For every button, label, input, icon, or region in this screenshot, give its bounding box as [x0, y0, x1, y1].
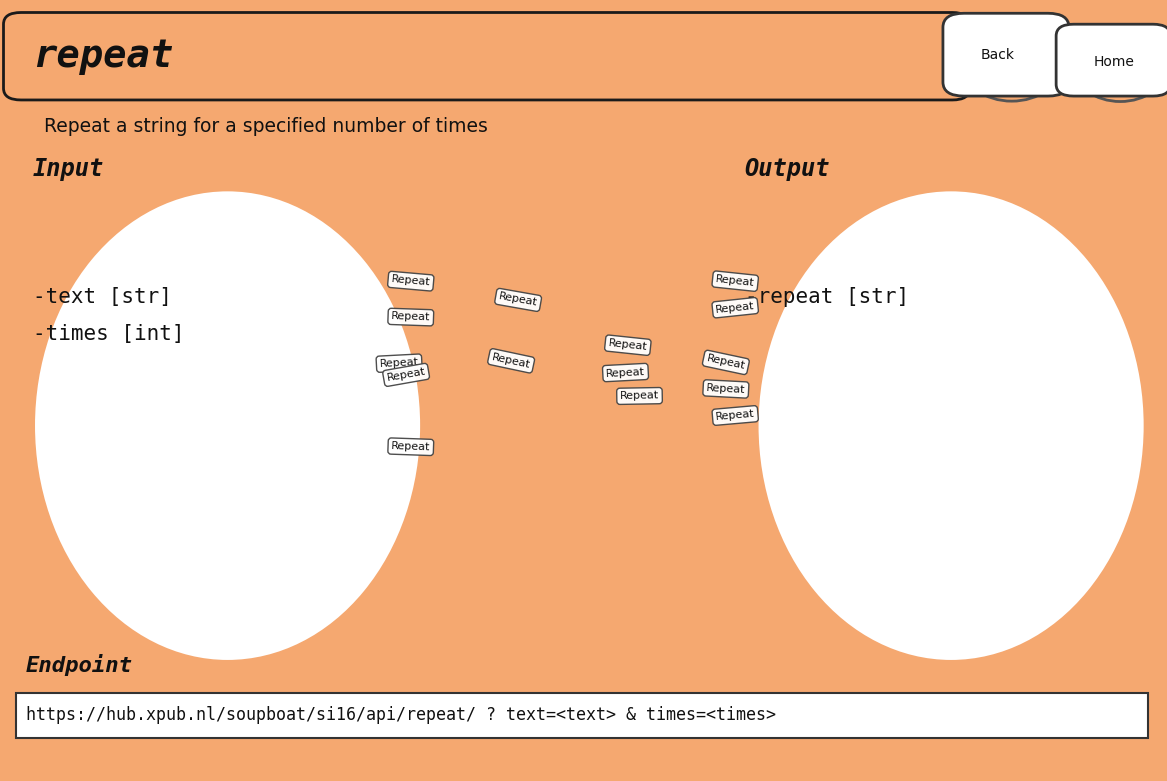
Text: Repeat: Repeat	[386, 366, 426, 383]
FancyBboxPatch shape	[4, 12, 970, 100]
Text: Repeat: Repeat	[706, 383, 746, 395]
Text: Repeat: Repeat	[391, 274, 431, 288]
Text: repeat: repeat	[33, 37, 173, 75]
Text: Repeat: Repeat	[391, 441, 431, 452]
Text: Output: Output	[745, 158, 830, 181]
Text: Repeat: Repeat	[608, 338, 648, 352]
Text: Repeat a string for a specified number of times: Repeat a string for a specified number o…	[44, 117, 488, 136]
Text: Repeat: Repeat	[391, 312, 431, 323]
FancyBboxPatch shape	[943, 13, 1069, 96]
Text: Input: Input	[33, 158, 104, 181]
Text: Repeat: Repeat	[491, 352, 531, 369]
Text: Repeat: Repeat	[715, 301, 755, 315]
Ellipse shape	[35, 191, 420, 660]
Text: Repeat: Repeat	[620, 390, 659, 401]
Bar	[16, 693, 1148, 738]
FancyBboxPatch shape	[1056, 24, 1167, 96]
Text: Repeat: Repeat	[498, 291, 538, 308]
Text: Repeat: Repeat	[715, 408, 755, 423]
Text: Repeat: Repeat	[606, 366, 645, 379]
Text: -text [str]: -text [str]	[33, 287, 172, 307]
Text: Home: Home	[1093, 55, 1135, 70]
Text: Repeat: Repeat	[715, 274, 755, 288]
Text: -times [int]: -times [int]	[33, 324, 184, 344]
Text: Repeat: Repeat	[379, 357, 419, 369]
Ellipse shape	[759, 191, 1144, 660]
Text: Endpoint: Endpoint	[26, 654, 133, 676]
Text: https://hub.xpub.nl/soupboat/si16/api/repeat/ ? text=<text> & times=<times>: https://hub.xpub.nl/soupboat/si16/api/re…	[26, 706, 776, 725]
Text: Repeat: Repeat	[706, 354, 746, 371]
Text: -repeat [str]: -repeat [str]	[745, 287, 909, 307]
Text: Back: Back	[980, 48, 1015, 62]
